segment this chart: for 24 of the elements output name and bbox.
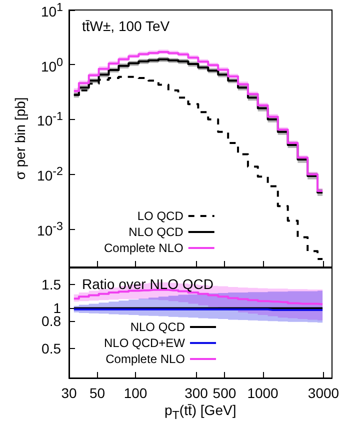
x-tick-label: 50 (89, 385, 106, 401)
x-axis-title: p$_{T}$(tt̄) [GeV] (164, 402, 236, 424)
y-tick-label: 0.5 (42, 340, 62, 356)
y-tick-label: 10$^{-2}$ (37, 164, 63, 184)
x-tick-label: 3000 (308, 385, 340, 401)
x-tick-label: 300 (184, 385, 208, 401)
x-tick-label: 1000 (247, 385, 279, 401)
legend-label: NLO QCD+EW (104, 336, 186, 350)
y-tick-label: 10$^{-3}$ (37, 218, 63, 238)
y-tick-label: 10$^{0}$ (40, 54, 63, 74)
x-tick-label: 30 (61, 385, 77, 401)
x-tick-label: 100 (124, 385, 148, 401)
x-tick-label: 500 (212, 385, 236, 401)
legend-label: Complete NLO (106, 352, 186, 366)
legend-label: LO QCD (137, 209, 184, 223)
y-tick-label: 10$^{-1}$ (37, 109, 63, 130)
y-tick-label: 10$^{1}$ (40, 0, 63, 20)
legend-label: Complete NLO (104, 241, 184, 255)
legend-label: NLO QCD (130, 320, 186, 334)
y-tick-label: 1.5 (42, 276, 62, 293)
y-axis-title: σ per bin [pb] (12, 97, 28, 180)
text: tt̄W±, 100 TeV (82, 18, 170, 34)
text: Ratio over NLO QCD (82, 276, 214, 292)
legend-label: NLO QCD (128, 225, 184, 239)
